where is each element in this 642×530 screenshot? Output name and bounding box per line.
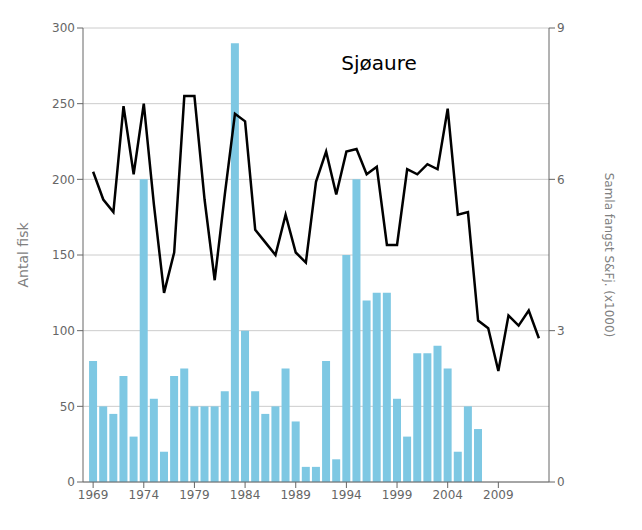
html-text:Sjøaure: Sjøaure: [341, 50, 417, 75]
svg-text:9: 9: [557, 21, 565, 35]
svg-text:150: 150: [52, 248, 75, 262]
svg-text:1984: 1984: [230, 488, 261, 502]
svg-text:2009: 2009: [483, 488, 514, 502]
svg-text:250: 250: [52, 97, 75, 111]
svg-text:Antal fisk: Antal fisk: [15, 222, 31, 288]
svg-text:0: 0: [557, 475, 565, 489]
svg-text:100: 100: [52, 324, 75, 338]
svg-text:2004: 2004: [432, 488, 463, 502]
svg-text:1974: 1974: [129, 488, 160, 502]
svg-text:1989: 1989: [280, 488, 311, 502]
svg-text:50: 50: [60, 400, 75, 414]
svg-text:3: 3: [557, 324, 565, 338]
svg-text:6: 6: [557, 173, 565, 187]
svg-text:0: 0: [67, 475, 75, 489]
svg-text:300: 300: [52, 21, 75, 35]
svg-text:1999: 1999: [382, 488, 413, 502]
svg-text:1979: 1979: [179, 488, 210, 502]
svg-text:1994: 1994: [331, 488, 362, 502]
svg-text:200: 200: [52, 173, 75, 187]
svg-text:Samla fangst S&Fj. (x1000): Samla fangst S&Fj. (x1000): [602, 173, 616, 338]
svg-text:1969: 1969: [78, 488, 109, 502]
